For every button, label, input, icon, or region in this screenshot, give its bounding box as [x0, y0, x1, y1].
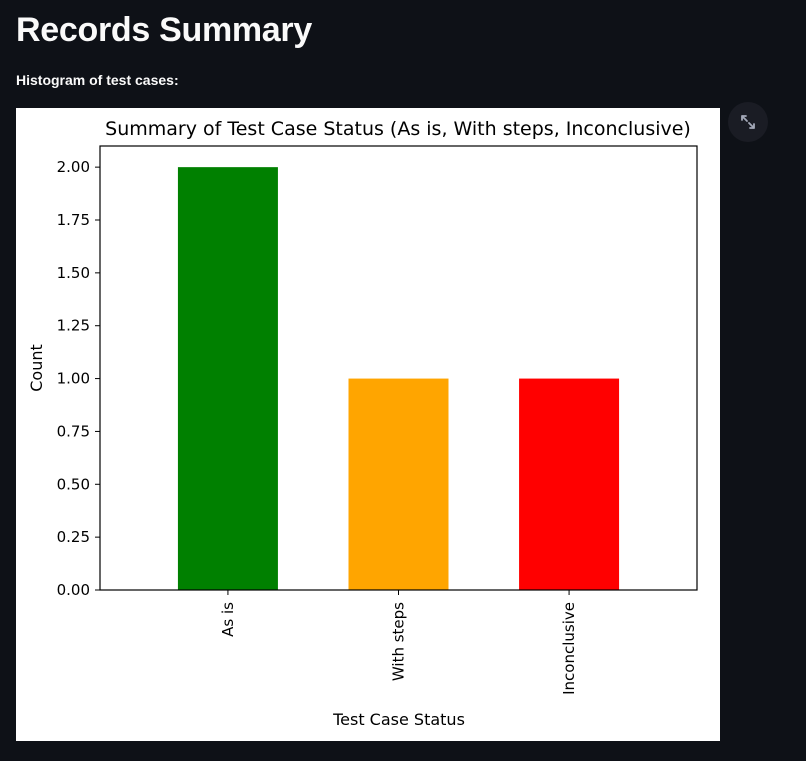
y-tick-label: 1.00	[57, 370, 90, 388]
y-tick-label: 1.75	[57, 211, 90, 229]
bars	[177, 167, 620, 590]
x-tick-label: With steps	[390, 602, 408, 681]
y-tick-label: 0.50	[57, 475, 90, 493]
y-axis-label: Count	[27, 344, 46, 392]
y-axis-ticks: 0.00 0.25 0.50 0.75 1.00 1.25 1.50 1.75 2.00	[57, 158, 100, 599]
plot-frame	[99, 145, 698, 591]
y-tick-label: 0.00	[57, 581, 90, 599]
y-tick-label: 1.50	[57, 264, 90, 282]
page-title: Records Summary	[16, 11, 312, 49]
bar-inconclusive	[519, 378, 620, 590]
y-tick-label: 0.75	[57, 422, 90, 440]
fullscreen-button[interactable]	[728, 102, 768, 142]
chart-title: Summary of Test Case Status (As is, With…	[105, 118, 691, 140]
bar-chart: Summary of Test Case Status (As is, With…	[27, 118, 698, 729]
x-axis-ticks: As is With steps Inconclusive	[219, 590, 578, 695]
y-tick-label: 0.25	[57, 528, 90, 546]
expand-icon	[741, 115, 755, 129]
bar-as-is	[177, 167, 278, 590]
x-axis-label: Test Case Status	[332, 710, 465, 729]
y-tick-label: 1.25	[57, 317, 90, 335]
bar-with-steps	[348, 378, 449, 590]
chart-image: Summary of Test Case Status (As is, With…	[16, 108, 720, 741]
chart-subheading: Histogram of test cases:	[16, 72, 179, 88]
x-tick-label: As is	[219, 602, 237, 637]
x-tick-label: Inconclusive	[560, 602, 578, 695]
y-tick-label: 2.00	[57, 158, 90, 176]
